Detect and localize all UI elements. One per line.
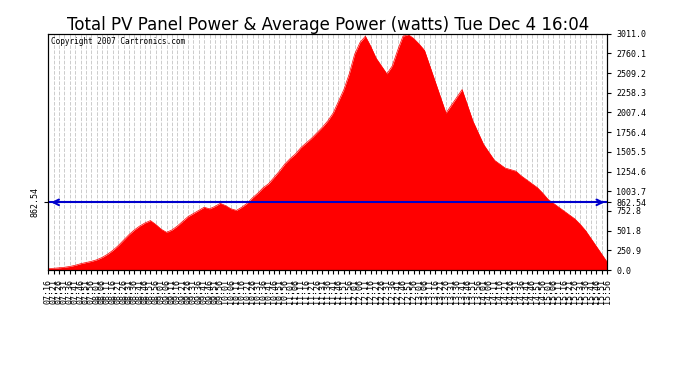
Title: Total PV Panel Power & Average Power (watts) Tue Dec 4 16:04: Total PV Panel Power & Average Power (wa… <box>67 16 589 34</box>
Text: Copyright 2007 Cartronics.com: Copyright 2007 Cartronics.com <box>51 37 185 46</box>
